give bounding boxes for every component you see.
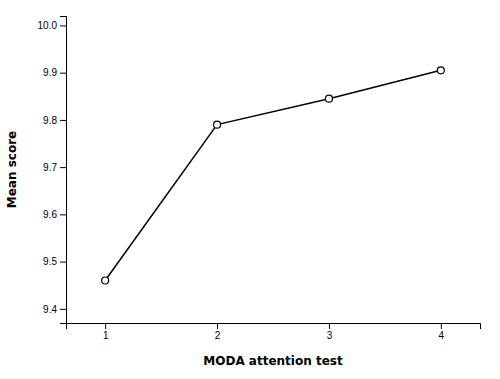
y-axis-title: Mean score: [5, 131, 19, 208]
tick-mark: [60, 167, 66, 168]
plot: 1 2 3 4 9.4 9.5 9.6 9.7 9.8 9.9 10.0: [38, 17, 481, 342]
line: [105, 70, 441, 280]
tick-label: 9.7: [43, 162, 57, 173]
tick-mark: [60, 262, 66, 263]
point: [437, 67, 444, 74]
tick-mark: [60, 309, 66, 310]
x-axis-title: MODA attention test: [203, 354, 343, 368]
tick-label: 9.4: [43, 304, 57, 315]
tick-label: 9.8: [43, 115, 57, 126]
tick-label: 9.9: [43, 67, 57, 78]
x-axis: 1 2 3 4: [67, 323, 481, 341]
tick-label: 1: [103, 330, 109, 341]
tick-mark: [60, 120, 66, 121]
tick-label: 10.0: [38, 20, 58, 31]
tick: 3: [327, 323, 333, 341]
tick-label: 3: [327, 330, 333, 341]
tick-mark: [60, 214, 66, 215]
tick: 9.9: [43, 67, 66, 78]
tick: 4: [439, 323, 445, 341]
tick: 9.5: [43, 256, 66, 267]
tick: 10.0: [38, 20, 66, 31]
tick-mark: [441, 323, 442, 329]
tick: 9.4: [43, 304, 66, 315]
y-axis: 9.4 9.5 9.6 9.7 9.8 9.9 10.0: [38, 17, 67, 324]
tick-label: 4: [439, 330, 445, 341]
point: [102, 277, 109, 284]
tick: 9.6: [43, 209, 66, 220]
tick-mark: [60, 73, 66, 74]
tick: 2: [215, 323, 221, 341]
tick-mark: [60, 25, 66, 26]
tick-mark: [329, 323, 330, 329]
series: [102, 67, 445, 284]
point: [325, 95, 332, 102]
tick-mark: [105, 323, 106, 329]
axis-line: [67, 324, 481, 330]
tick-label: 9.5: [43, 256, 57, 267]
chart: 1 2 3 4 9.4 9.5 9.6 9.7 9.8 9.9 10.0 MODA attention…: [0, 0, 500, 379]
tick-label: 2: [215, 330, 221, 341]
axis-line: [60, 17, 67, 324]
tick: 9.7: [43, 162, 66, 173]
tick-label: 9.6: [43, 209, 57, 220]
tick: 1: [103, 323, 109, 341]
tick-mark: [217, 323, 218, 329]
point: [214, 121, 221, 128]
tick: 9.8: [43, 115, 66, 126]
